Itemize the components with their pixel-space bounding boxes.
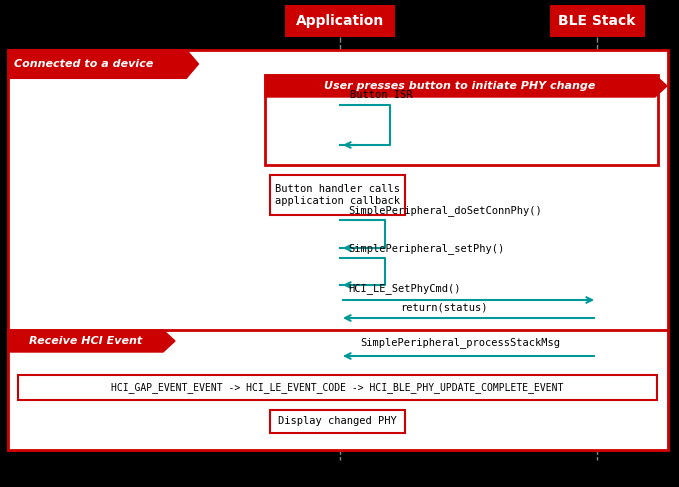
Bar <box>270 410 405 433</box>
Text: Connected to a device: Connected to a device <box>14 59 153 69</box>
Text: BLE Stack: BLE Stack <box>558 14 636 28</box>
Bar <box>8 330 668 450</box>
Bar <box>549 5 644 37</box>
Text: HCI_GAP_EVENT_EVENT -> HCI_LE_EVENT_CODE -> HCI_BLE_PHY_UPDATE_COMPLETE_EVENT: HCI_GAP_EVENT_EVENT -> HCI_LE_EVENT_CODE… <box>111 382 564 393</box>
Bar <box>8 50 186 78</box>
Text: SimplePeripheral_processStackMsg: SimplePeripheral_processStackMsg <box>360 337 560 348</box>
Text: Button ISR: Button ISR <box>350 90 413 100</box>
Text: return(status): return(status) <box>400 302 488 312</box>
Bar <box>270 175 405 215</box>
Bar <box>18 375 657 400</box>
Text: HCI_LE_SetPhyCmd(): HCI_LE_SetPhyCmd() <box>348 283 460 294</box>
Polygon shape <box>8 330 175 352</box>
Text: Button handler calls
application callback: Button handler calls application callbac… <box>275 184 400 206</box>
Bar <box>285 5 395 37</box>
Text: Receive HCI Event: Receive HCI Event <box>29 336 142 346</box>
Bar <box>8 50 668 450</box>
Text: User presses button to initiate PHY change: User presses button to initiate PHY chan… <box>325 81 595 91</box>
Text: SimplePeripheral_setPhy(): SimplePeripheral_setPhy() <box>348 243 504 254</box>
Text: SimplePeripheral_doSetConnPhy(): SimplePeripheral_doSetConnPhy() <box>348 205 542 216</box>
Text: Display changed PHY: Display changed PHY <box>278 416 397 427</box>
Bar <box>265 75 658 165</box>
Polygon shape <box>8 50 198 78</box>
Text: Application: Application <box>296 14 384 28</box>
Polygon shape <box>265 75 667 97</box>
